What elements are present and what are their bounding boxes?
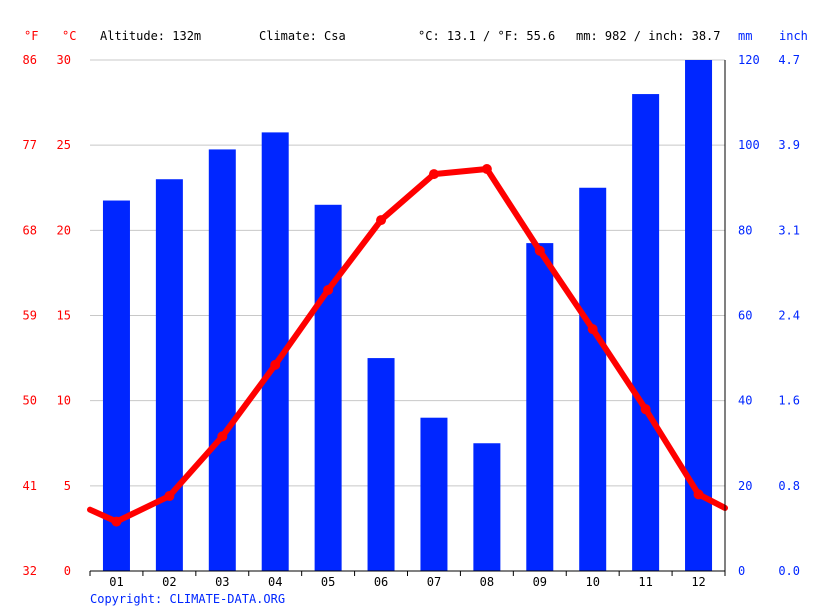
average-temperature-label: °C: 13.1 / °F: 55.6 [418, 29, 555, 43]
fahrenheit-tick-label: 68 [23, 223, 37, 237]
unit-inch-label: inch [779, 29, 808, 43]
mm-tick-label: 60 [738, 309, 752, 323]
inch-tick-label: 0.8 [778, 479, 800, 493]
precipitation-bar [209, 149, 236, 571]
temperature-point [429, 169, 439, 179]
x-tick-label: 03 [215, 575, 229, 589]
celsius-tick-label: 30 [57, 53, 71, 67]
copyright-label: Copyright: CLIMATE-DATA.ORG [90, 592, 285, 606]
x-tick-label: 01 [109, 575, 123, 589]
celsius-tick-label: 5 [64, 479, 71, 493]
precipitation-bar [526, 243, 553, 571]
precipitation-bar [368, 358, 395, 571]
celsius-tick-label: 20 [57, 223, 71, 237]
fahrenheit-tick-label: 32 [23, 564, 37, 578]
precipitation-bar [579, 188, 606, 571]
unit-fahrenheit-label: °F [24, 29, 38, 43]
altitude-label: Altitude: 132m [100, 29, 201, 43]
temperature-point [535, 246, 545, 256]
mm-tick-label: 80 [738, 223, 752, 237]
precipitation-bar [632, 94, 659, 571]
inch-tick-label: 4.7 [778, 53, 800, 67]
celsius-tick-label: 10 [57, 394, 71, 408]
x-tick-label: 04 [268, 575, 282, 589]
inch-tick-label: 2.4 [778, 309, 800, 323]
grid-lines [90, 60, 725, 486]
climate-label: Climate: Csa [259, 29, 346, 43]
temperature-point [376, 215, 386, 225]
inch-tick-label: 1.6 [778, 394, 800, 408]
unit-celsius-label: °C [62, 29, 76, 43]
axes [90, 60, 725, 576]
fahrenheit-tick-label: 59 [23, 309, 37, 323]
inch-tick-label: 3.9 [778, 138, 800, 152]
x-tick-label: 09 [533, 575, 547, 589]
temperature-point [217, 431, 227, 441]
mm-tick-label: 120 [738, 53, 760, 67]
x-tick-label: 06 [374, 575, 388, 589]
mm-tick-label: 100 [738, 138, 760, 152]
x-tick-label: 10 [585, 575, 599, 589]
x-tick-label: 08 [480, 575, 494, 589]
precipitation-bar [156, 179, 183, 571]
temperature-point [694, 489, 704, 499]
fahrenheit-tick-label: 86 [23, 53, 37, 67]
unit-mm-label: mm [738, 29, 752, 43]
x-tick-label: 11 [638, 575, 652, 589]
fahrenheit-tick-label: 77 [23, 138, 37, 152]
temperature-point [111, 517, 121, 527]
temperature-point [588, 324, 598, 334]
precipitation-bar [473, 443, 500, 571]
x-tick-label: 07 [427, 575, 441, 589]
celsius-tick-label: 0 [64, 564, 71, 578]
inch-tick-label: 0.0 [778, 564, 800, 578]
temperature-line-group [90, 164, 725, 527]
total-precipitation-label: mm: 982 / inch: 38.7 [576, 29, 721, 43]
precipitation-bar [420, 418, 447, 571]
mm-tick-label: 40 [738, 394, 752, 408]
fahrenheit-tick-label: 41 [23, 479, 37, 493]
x-tick-label: 12 [691, 575, 705, 589]
temperature-point [164, 491, 174, 501]
celsius-tick-label: 25 [57, 138, 71, 152]
fahrenheit-tick-label: 50 [23, 394, 37, 408]
mm-tick-label: 20 [738, 479, 752, 493]
celsius-tick-label: 15 [57, 309, 71, 323]
x-tick-label: 02 [162, 575, 176, 589]
temperature-line [90, 169, 725, 522]
temperature-point [323, 285, 333, 295]
precipitation-bar [315, 205, 342, 571]
x-tick-label: 05 [321, 575, 335, 589]
temperature-point [641, 404, 651, 414]
temperature-point [270, 360, 280, 370]
mm-tick-label: 0 [738, 564, 745, 578]
temperature-point [482, 164, 492, 174]
inch-tick-label: 3.1 [778, 223, 800, 237]
